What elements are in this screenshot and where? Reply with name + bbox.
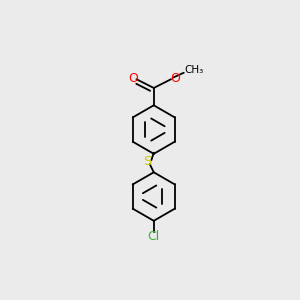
- Text: Cl: Cl: [148, 230, 160, 243]
- Text: O: O: [170, 71, 180, 85]
- Text: CH₃: CH₃: [184, 65, 204, 75]
- Text: S: S: [143, 155, 152, 168]
- Text: O: O: [128, 71, 138, 85]
